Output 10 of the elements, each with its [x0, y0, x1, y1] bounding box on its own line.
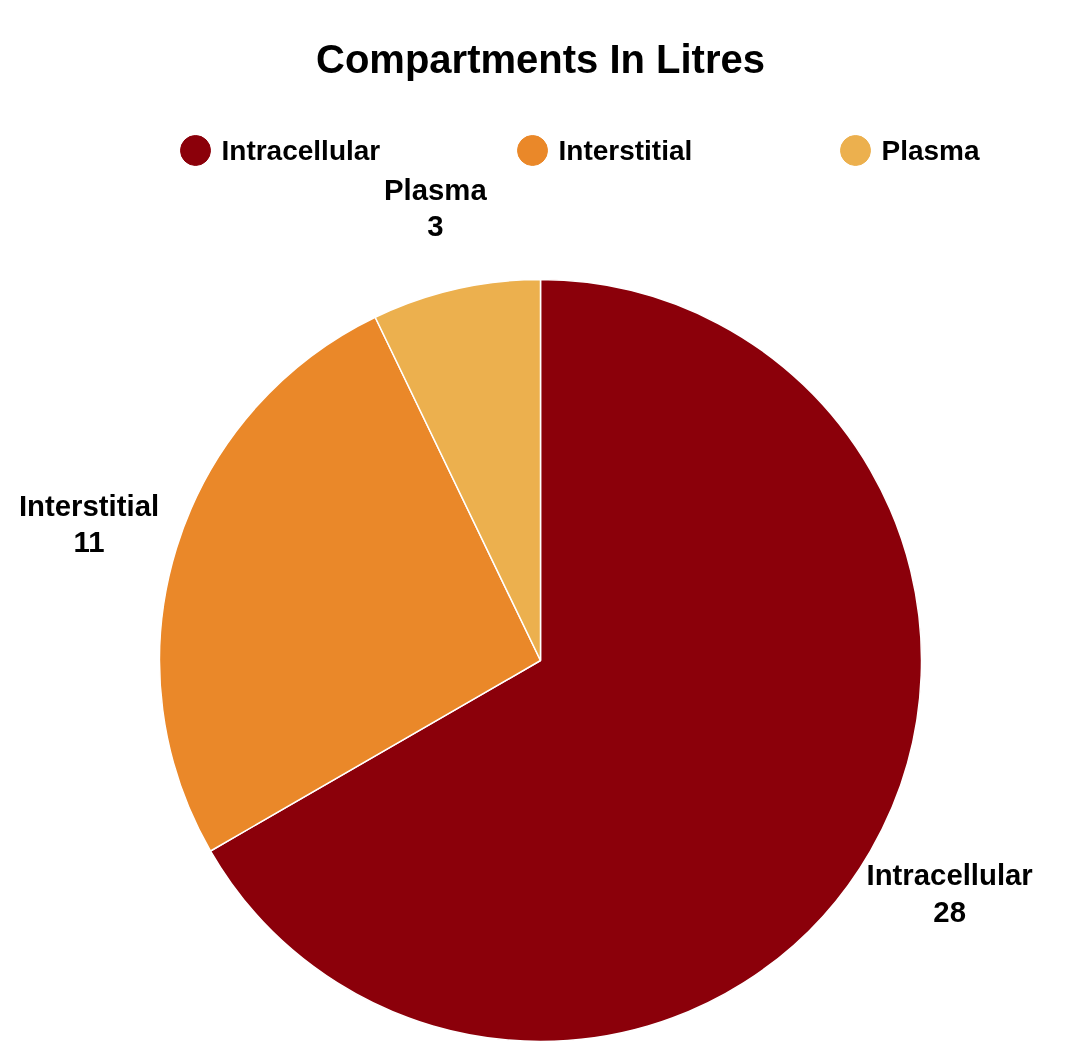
- legend-label: Intracellular: [221, 135, 381, 166]
- legend-label: Plasma: [881, 135, 980, 166]
- slice-label: Intracellular: [866, 858, 1033, 892]
- data-label: 3: [427, 208, 444, 242]
- slice-label: Plasma: [384, 172, 488, 206]
- chart-title: Compartments In Litres: [316, 36, 765, 81]
- legend-label: Interstitial: [558, 135, 693, 166]
- data-label: 28: [933, 894, 966, 928]
- data-label: 11: [73, 525, 105, 559]
- slice-label: Interstitial: [18, 488, 160, 522]
